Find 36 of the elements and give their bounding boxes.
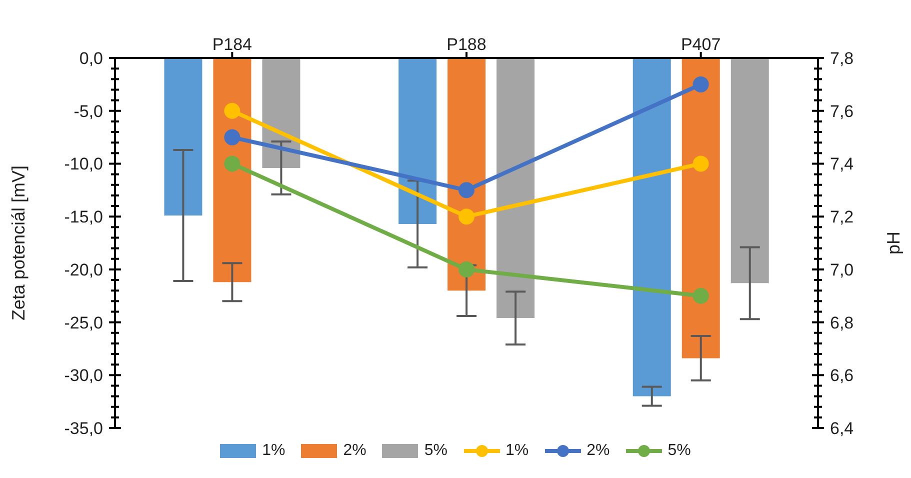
y-axis-title: Zeta potenciál [mV] (8, 165, 28, 321)
y-tick-label: -25,0 (64, 313, 103, 332)
legend-label: 2% (586, 442, 610, 460)
y-tick-label: -10,0 (64, 154, 103, 174)
y2-tick-label: 6,8 (830, 313, 854, 332)
point (692, 156, 709, 172)
y-tick-label: -5,0 (74, 102, 103, 121)
point (692, 76, 709, 92)
x-tick-label: P407 (680, 35, 721, 54)
x-tick-label: P188 (446, 35, 486, 54)
y-tick-label: 0,0 (79, 49, 103, 68)
point (224, 156, 240, 172)
y2-tick-label: 7,0 (830, 260, 854, 280)
point (692, 288, 709, 304)
legend-label: 5% (424, 442, 448, 460)
y-tick-label: -15,0 (64, 208, 103, 227)
y2-tick-label: 7,2 (830, 208, 854, 227)
y2-tick-label: 6,4 (830, 419, 854, 438)
y-tick-label: -30,0 (64, 366, 103, 386)
y-tick-label: -35,0 (64, 419, 103, 438)
point (224, 129, 240, 146)
x-tick-label: P184 (212, 35, 252, 54)
y2-tick-label: 7,8 (830, 49, 854, 68)
y2-tick-label: 7,6 (830, 102, 854, 121)
legend-label: 1% (506, 442, 529, 460)
point (458, 208, 474, 225)
point (458, 182, 474, 198)
legend-label: 2% (343, 442, 366, 460)
legend-label: 5% (668, 442, 691, 460)
legend-label: 1% (262, 442, 286, 460)
point (458, 261, 474, 278)
y2-axis-title: pH (883, 231, 904, 255)
y2-tick-label: 6,6 (830, 366, 854, 386)
point (224, 102, 240, 119)
y2-tick-label: 7,4 (830, 154, 854, 174)
y-tick-label: -20,0 (64, 260, 103, 280)
